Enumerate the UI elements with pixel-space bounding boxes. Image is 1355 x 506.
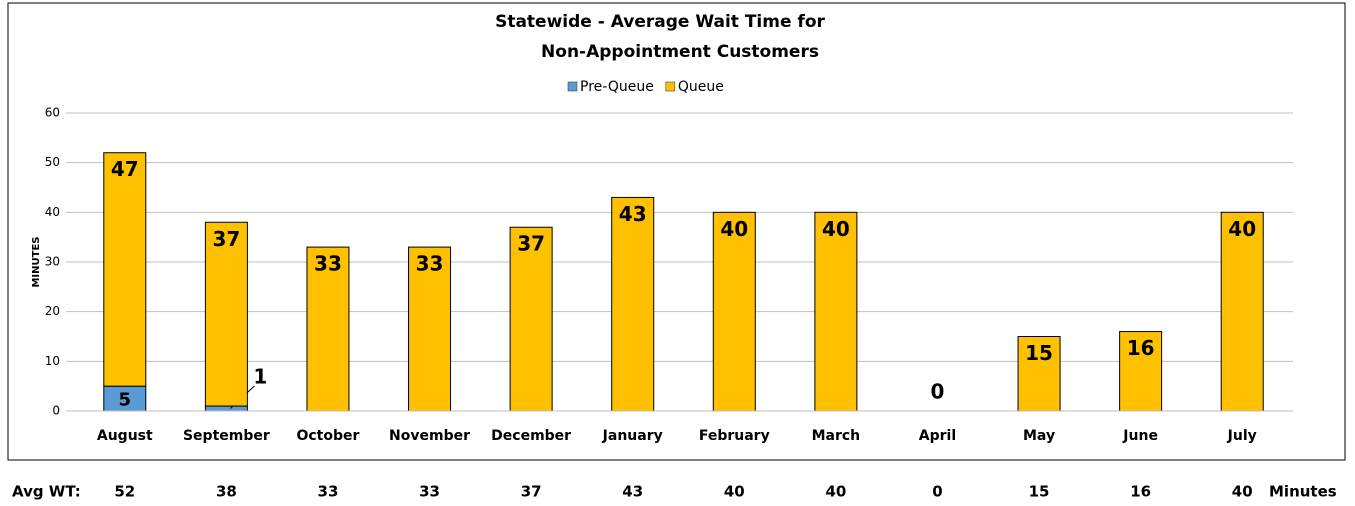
legend-swatch [567, 81, 578, 92]
bar-segment [814, 211, 858, 412]
data-label: 40 [1228, 217, 1256, 241]
x-tick-label: May [1023, 428, 1055, 444]
avg-value: 33 [419, 483, 440, 501]
x-tick-label: November [389, 428, 470, 444]
bar-segment [509, 226, 553, 412]
x-tick-label: March [812, 428, 861, 444]
legend-swatch [665, 81, 676, 92]
x-tick-label: December [491, 428, 571, 444]
bar-segment [1119, 331, 1163, 412]
avg-value: 33 [318, 483, 339, 501]
y-tick-label: 10 [45, 354, 60, 368]
bar-segment [712, 211, 756, 412]
x-tick-label: February [699, 428, 770, 444]
bar-segment [1220, 211, 1264, 412]
y-tick-label: 0 [52, 404, 60, 418]
data-label: 40 [822, 217, 850, 241]
x-tick-label: August [97, 428, 153, 444]
avg-value: 40 [1232, 483, 1253, 501]
x-tick-label: April [919, 428, 956, 444]
x-tick-label: September [183, 428, 270, 444]
data-label: 37 [517, 232, 545, 256]
data-label: 1 [253, 365, 267, 389]
y-tick-label: 50 [45, 155, 60, 169]
y-tick-label: 40 [45, 205, 60, 219]
bar-segment [204, 405, 248, 412]
bar-segment [306, 246, 350, 412]
data-label: 5 [119, 390, 132, 411]
data-label: 43 [619, 202, 647, 226]
avg-value: 52 [114, 483, 135, 501]
avg-label: Avg WT: [12, 483, 81, 501]
avg-value: 16 [1130, 483, 1151, 501]
avg-value: 37 [521, 483, 542, 501]
legend-label: Pre-Queue [580, 79, 654, 95]
y-tick-label: 60 [45, 106, 60, 120]
data-label: 47 [111, 157, 139, 181]
avg-value: 40 [724, 483, 745, 501]
bar-segment [611, 196, 655, 412]
data-label: 40 [720, 217, 748, 241]
data-label: 0 [930, 380, 944, 404]
chart-title: Statewide - Average Wait Time for [495, 12, 825, 32]
bar-segment [1017, 336, 1061, 412]
data-label: 15 [1025, 341, 1053, 365]
data-label: 16 [1127, 336, 1155, 360]
x-tick-label: January [602, 428, 663, 444]
legend-label: Queue [678, 79, 724, 95]
data-label: 37 [212, 227, 240, 251]
x-tick-label: October [296, 428, 359, 444]
bar-segment [103, 152, 147, 387]
bar-segment [204, 221, 248, 407]
x-tick-label: July [1227, 428, 1257, 444]
avg-value: 0 [932, 483, 942, 501]
data-label: 33 [416, 252, 444, 276]
y-axis-label: MINUTES [31, 236, 42, 287]
y-tick-label: 20 [45, 304, 60, 318]
x-tick-label: June [1122, 428, 1158, 444]
y-tick-label: 30 [45, 255, 60, 269]
avg-value: 40 [825, 483, 846, 501]
avg-unit: Minutes [1269, 483, 1337, 501]
avg-value: 43 [622, 483, 643, 501]
avg-value: 15 [1029, 483, 1050, 501]
chart-subtitle: Non-Appointment Customers [541, 42, 819, 62]
bar-segment [408, 246, 452, 412]
avg-value: 38 [216, 483, 237, 501]
bar-segment [103, 385, 147, 412]
data-label: 33 [314, 252, 342, 276]
